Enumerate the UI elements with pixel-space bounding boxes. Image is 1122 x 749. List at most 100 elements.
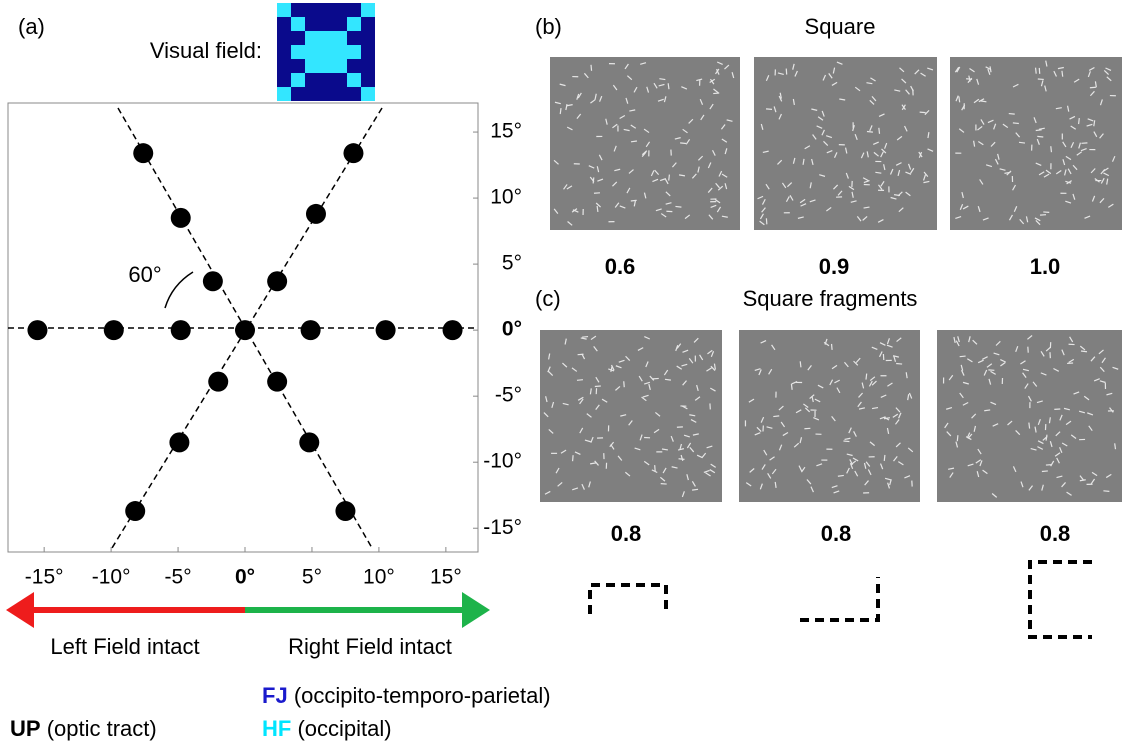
gabor-element	[680, 142, 687, 145]
gabor-element	[654, 411, 661, 417]
visual-field-cell	[277, 31, 291, 45]
gabor-element	[1028, 422, 1031, 429]
gabor-element	[576, 113, 582, 120]
gabor-element	[716, 61, 723, 65]
gabor-element	[924, 109, 930, 116]
gabor-element	[1066, 105, 1070, 112]
gabor-element	[566, 185, 573, 190]
gabor-element	[601, 398, 608, 403]
gabor-element	[713, 92, 720, 95]
gabor-element	[681, 86, 688, 90]
gabor-element	[1099, 99, 1103, 106]
gabor-element	[1056, 457, 1060, 464]
gabor-element	[1035, 220, 1041, 226]
legend-text: (occipital)	[297, 716, 391, 741]
gabor-element	[880, 180, 885, 187]
gabor-element	[962, 381, 969, 385]
gabor-element	[995, 340, 1001, 346]
gabor-element	[1019, 218, 1025, 225]
gabor-element	[1012, 122, 1019, 125]
gabor-element	[778, 444, 783, 451]
gabor-element	[869, 441, 876, 447]
gabor-element	[577, 92, 582, 99]
gabor-element	[773, 415, 780, 418]
gabor-element	[1036, 138, 1040, 145]
gabor-element	[761, 198, 766, 205]
gabor-element	[832, 67, 836, 74]
gabor-element	[748, 398, 755, 403]
gabor-element	[979, 179, 984, 185]
gabor-element	[620, 414, 627, 417]
gabor-element	[661, 448, 668, 451]
legend-entry: UP (optic tract)	[10, 716, 157, 741]
gabor-element	[676, 365, 683, 370]
gabor-element	[1083, 395, 1090, 401]
gabor-element	[907, 163, 912, 170]
gabor-element	[946, 431, 952, 437]
gabor-element	[871, 406, 879, 410]
gabor-element	[761, 207, 766, 213]
gabor-element	[1091, 471, 1098, 477]
gabor-element	[989, 66, 992, 73]
gabor-element	[1041, 484, 1044, 491]
gabor-element	[1034, 426, 1037, 433]
gabor-element	[691, 173, 697, 179]
gabor-element	[862, 177, 869, 182]
gabor-element	[961, 191, 964, 199]
visual-field-cell	[361, 31, 375, 45]
visual-field-cell	[319, 73, 333, 87]
stimulus-background	[754, 57, 937, 230]
gabor-element	[692, 488, 699, 491]
gabor-element	[878, 351, 883, 358]
gabor-element	[664, 178, 669, 185]
gabor-element	[823, 341, 830, 347]
gabor-element	[1076, 151, 1083, 156]
gabor-element	[1050, 146, 1053, 153]
point	[442, 320, 463, 341]
gabor-element	[641, 396, 647, 402]
gabor-element	[707, 187, 713, 193]
gabor-element	[619, 205, 626, 209]
gabor-element	[688, 118, 694, 124]
gabor-element	[836, 387, 841, 394]
gabor-element	[547, 370, 554, 376]
gabor-element	[957, 336, 960, 343]
gabor-element	[1087, 118, 1094, 122]
x-tick-label: -10°	[92, 566, 131, 589]
gabor-element	[1079, 345, 1086, 351]
point	[267, 371, 288, 392]
visual-field-cell	[361, 17, 375, 31]
gabor-element	[795, 409, 802, 414]
gabor-element	[590, 436, 594, 443]
x-tick-label: 15°	[430, 566, 462, 589]
gabor-element	[976, 78, 980, 85]
gabor-element	[878, 127, 881, 134]
gabor-element	[671, 162, 677, 168]
gabor-element	[829, 379, 834, 386]
gabor-element	[659, 476, 666, 482]
gabor-element	[966, 358, 973, 363]
gabor-element	[548, 428, 554, 434]
gabor-element	[985, 164, 993, 168]
gabor-element	[759, 220, 765, 226]
gabor-element	[987, 68, 991, 75]
gabor-element	[782, 431, 789, 437]
gabor-element	[1034, 67, 1037, 74]
visual-field-cell	[333, 87, 347, 101]
gabor-element	[652, 178, 659, 183]
gabor-element	[1090, 356, 1096, 362]
panel-label: (a)	[18, 14, 45, 39]
x-tick-label: 0°	[235, 566, 255, 589]
visual-field-cell	[319, 3, 333, 17]
gabor-element	[599, 95, 603, 102]
gabor-element	[1054, 452, 1061, 457]
gabor-element	[724, 64, 730, 70]
gabor-element	[1063, 407, 1071, 411]
gabor-element	[892, 355, 900, 358]
visual-field-cell	[333, 17, 347, 31]
point	[343, 143, 364, 164]
gabor-element	[617, 455, 623, 461]
gabor-element	[895, 442, 901, 448]
gabor-element	[865, 373, 868, 380]
gabor-element	[848, 185, 855, 191]
